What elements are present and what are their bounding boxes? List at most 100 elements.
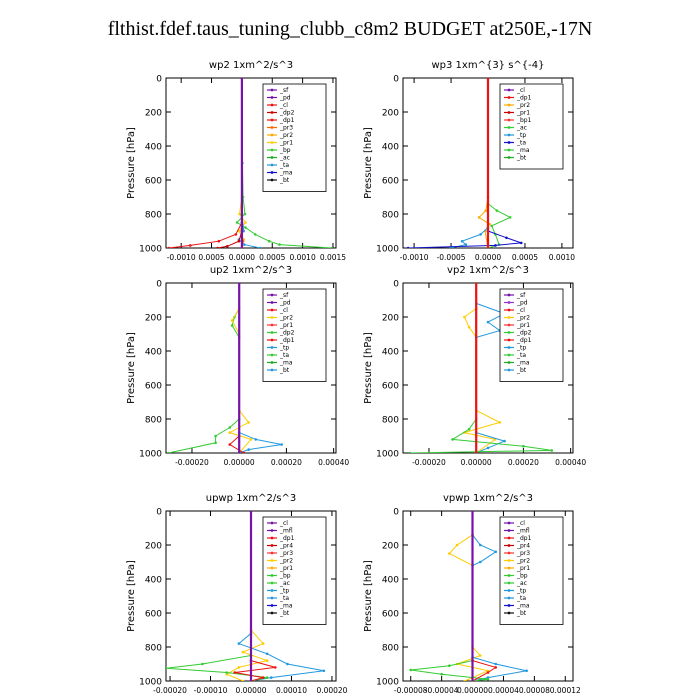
x-tick-label: 0.0010: [549, 253, 575, 262]
x-tick-label: -0.0010: [400, 253, 429, 262]
series-point: [233, 671, 237, 674]
legend-label: _ac: [279, 155, 290, 162]
x-tick-label: 0.0000: [229, 253, 255, 262]
series-point: [261, 676, 265, 679]
legend: _sf_pd_cl_dp2_dp1_pr3_pr2_pr1_bp_ac_ta_m…: [262, 83, 327, 192]
legend-label: _pr2: [279, 558, 293, 565]
series-point: [525, 669, 528, 673]
legend-marker: [507, 596, 511, 600]
series-point: [460, 239, 464, 243]
series-group: [408, 283, 554, 453]
legend-marker: [507, 551, 511, 555]
y-axis-label: Pressure [hPa]: [126, 560, 137, 632]
series-point: [241, 679, 245, 681]
x-tick-label: 0.0005: [259, 253, 285, 262]
x-tick-label: 0.0000: [475, 253, 501, 262]
legend-label: _pr2: [516, 102, 530, 109]
legend-label: _dp1: [516, 95, 532, 102]
legend-marker: [507, 323, 511, 327]
series-line-pr2: [225, 511, 269, 681]
plot-frame: [165, 77, 337, 249]
legend-marker: [270, 529, 274, 532]
legend-marker: [507, 118, 511, 122]
x-tick-label: 0.00040: [318, 458, 349, 467]
series-point: [261, 642, 265, 645]
plot-frame: [402, 282, 574, 454]
legend-label: _pr4: [279, 543, 293, 550]
legend-label: _pd: [279, 95, 291, 102]
y-tick-label: 400: [145, 576, 162, 586]
legend-label: _ta: [516, 595, 526, 602]
series-group: [409, 511, 528, 681]
legend-marker: [507, 361, 511, 364]
series-point: [463, 315, 466, 319]
series-point: [269, 676, 273, 679]
legend-marker: [507, 574, 511, 577]
y-tick-label: 400: [145, 348, 162, 358]
series-point: [486, 320, 490, 324]
legend-marker: [270, 346, 274, 349]
y-tick-label: 600: [382, 382, 399, 392]
series-point: [247, 421, 250, 424]
chart-title: wp2 1xm^2/s^3: [209, 60, 293, 71]
series-point: [479, 233, 482, 236]
series-point: [519, 241, 523, 245]
series-point: [448, 664, 451, 667]
legend-label: _tp: [279, 588, 289, 595]
series-line-dp1: [168, 78, 243, 248]
legend-label: _ac: [516, 580, 527, 587]
y-tick-label: 200: [145, 314, 162, 324]
legend-marker: [270, 148, 274, 152]
legend-label: _sf: [279, 87, 289, 94]
legend: _cl_mfl_dp1_pr4_pr3_pr2_pr1_bp_ac_tp_ta_…: [499, 516, 564, 625]
legend-label: _pr3: [279, 125, 293, 132]
legend-marker: [270, 171, 274, 174]
series-point: [214, 441, 217, 445]
legend-box: [262, 516, 327, 625]
series-line-tp: [450, 78, 489, 248]
series-point: [471, 679, 474, 681]
series-point: [265, 652, 269, 656]
series-point: [167, 246, 171, 248]
x-tick-label: -0.0010: [167, 253, 196, 262]
legend-marker: [270, 574, 274, 577]
legend-label: _dp1: [516, 337, 532, 344]
legend-marker: [270, 111, 274, 114]
legend-label: _bp: [279, 573, 291, 580]
legend-marker: [270, 589, 274, 592]
series-point: [550, 449, 554, 452]
legend-marker: [270, 559, 274, 562]
series-point: [234, 233, 238, 236]
y-tick-label: 1000: [139, 678, 162, 688]
x-tick-label: -0.0005: [437, 253, 466, 262]
y-tick-label: 200: [382, 314, 399, 324]
y-tick-label: 1000: [376, 450, 399, 460]
legend-marker: [270, 88, 274, 92]
legend-label: _dp1: [279, 117, 295, 124]
series-point: [464, 243, 468, 246]
legend-label: _pd: [279, 300, 291, 307]
series-point: [505, 236, 508, 240]
series-point: [247, 448, 250, 451]
y-tick-label: 0: [393, 280, 399, 290]
series-point: [451, 438, 454, 441]
series-point: [237, 451, 241, 453]
y-tick-label: 800: [145, 416, 162, 426]
series-point: [471, 511, 474, 513]
legend-box: [499, 288, 564, 382]
legend-marker: [507, 301, 511, 304]
series-point: [486, 78, 490, 80]
series-line-dp1: [472, 511, 497, 681]
legend-label: _bp1: [516, 117, 532, 124]
series-point: [478, 543, 482, 547]
legend-marker: [270, 118, 274, 122]
series-point: [237, 283, 241, 285]
legend-label: _pr1: [516, 322, 530, 329]
series-point: [498, 421, 502, 424]
legend-marker: [270, 544, 274, 547]
legend-marker: [507, 111, 511, 114]
legend-marker: [507, 126, 511, 129]
legend-label: _bt: [516, 367, 527, 374]
series-point: [467, 325, 471, 329]
page-title: flthist.fdef.taus_tuning_clubb_c8m2 BUDG…: [107, 18, 593, 40]
